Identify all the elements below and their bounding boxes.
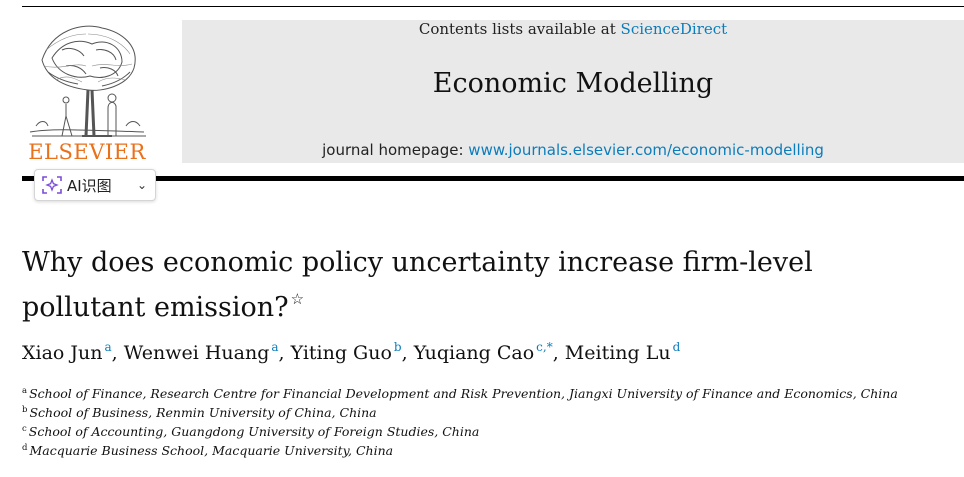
sciencedirect-link[interactable]: ScienceDirect — [620, 20, 728, 38]
top-rule — [22, 6, 964, 7]
homepage-line: journal homepage: www.journals.elsevier.… — [182, 141, 964, 159]
journal-title: Economic Modelling — [432, 68, 714, 99]
affiliation-item: b School of Business, Renmin University o… — [22, 405, 952, 424]
journal-homepage-link[interactable]: www.journals.elsevier.com/economic-model… — [468, 141, 824, 159]
homepage-prefix: journal homepage: — [322, 141, 469, 159]
affiliation-label: a — [22, 386, 28, 396]
elsevier-wordmark: ELSEVIER — [28, 140, 146, 164]
ai-scan-icon — [42, 176, 62, 194]
journal-header: Contents lists available at ScienceDirec… — [182, 20, 964, 163]
affiliation-item: a School of Finance, Research Centre for … — [22, 386, 952, 405]
ai-button-label: AI识图 — [67, 176, 112, 195]
title-line-2-text: pollutant emission? — [22, 292, 289, 323]
affiliation-item: c School of Accounting, Guangdong Univers… — [22, 424, 952, 443]
affiliation-text: School of Finance, Research Centre for F… — [29, 386, 898, 401]
author-affil-mark[interactable]: a — [104, 340, 112, 354]
author-name[interactable]: Wenwei Huang — [123, 342, 270, 364]
affiliation-text: School of Business, Renmin University of… — [29, 405, 377, 420]
affiliation-item: d Macquarie Business School, Macquarie Un… — [22, 443, 952, 462]
affiliation-list: a School of Finance, Research Centre for … — [22, 386, 952, 462]
author-name[interactable]: Xiao Jun — [22, 342, 103, 364]
header-divider — [22, 176, 964, 181]
article-title: Why does economic policy uncertainty inc… — [22, 244, 922, 326]
contents-line: Contents lists available at ScienceDirec… — [182, 20, 964, 38]
affiliation-label: b — [22, 405, 28, 415]
contents-prefix: Contents lists available at — [418, 20, 621, 38]
author-list: Xiao Jun a, Wenwei Huang a, Yiting Guo b, Y… — [22, 340, 681, 364]
author-name[interactable]: Yuqiang Cao — [413, 342, 535, 364]
title-line-2: pollutant emission? ☆ — [22, 281, 922, 326]
author-affil-mark[interactable]: d — [672, 340, 681, 354]
title-note-star[interactable]: ☆ — [290, 290, 305, 308]
affiliation-label: d — [22, 443, 28, 453]
ai-image-recognition-button[interactable]: AI识图 ⌄ — [34, 169, 156, 201]
author-affil-mark[interactable]: b — [393, 340, 402, 354]
elsevier-tree-logo — [22, 20, 152, 164]
chevron-down-icon[interactable]: ⌄ — [136, 178, 147, 192]
author-name[interactable]: Yiting Guo — [290, 342, 392, 364]
author-name[interactable]: Meiting Lu — [564, 342, 671, 364]
title-line-1: Why does economic policy uncertainty inc… — [22, 247, 813, 278]
author-affil-mark[interactable]: c,* — [536, 340, 553, 354]
author-affil-mark[interactable]: a — [271, 340, 279, 354]
affiliation-text: School of Accounting, Guangdong Universi… — [28, 424, 480, 439]
affiliation-text: Macquarie Business School, Macquarie Uni… — [29, 443, 394, 458]
affiliation-label: c — [22, 424, 27, 434]
